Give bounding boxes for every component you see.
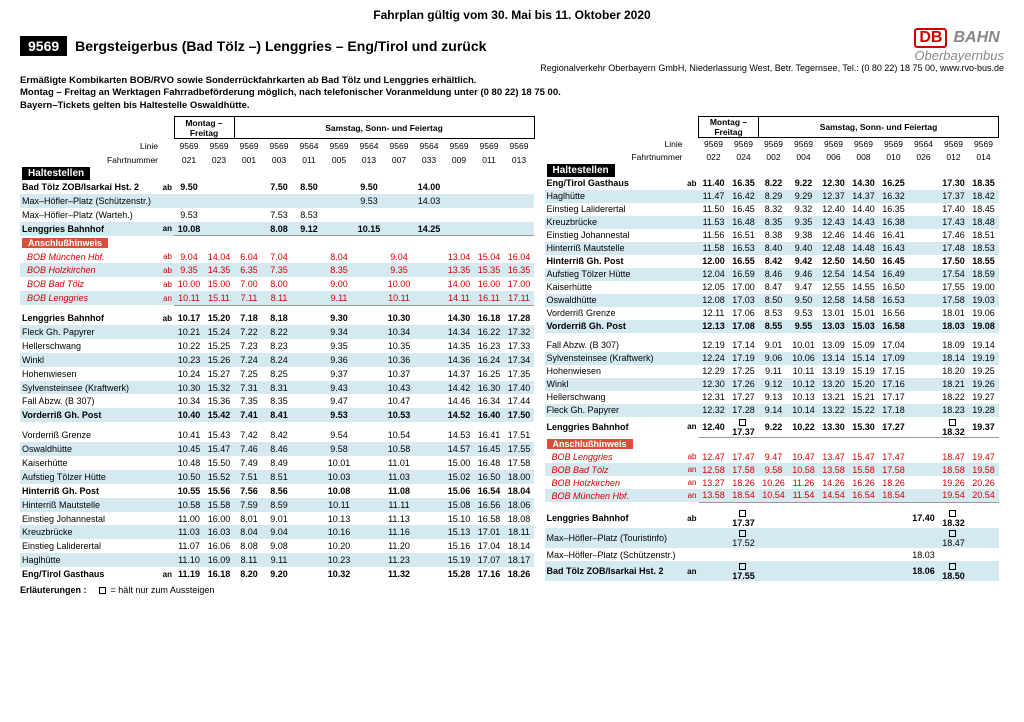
oberbayernbus-text: Oberbayernbus xyxy=(914,48,1004,63)
db-icon: DB xyxy=(914,28,947,48)
timetable-container: Montag – FreitagSamstag, Sonn- und Feier… xyxy=(20,116,1004,581)
validity-text: Fahrplan gültig vom 30. Mai bis 11. Okto… xyxy=(20,8,1004,22)
header: 9569 Bergsteigerbus (Bad Tölz –) Lenggri… xyxy=(20,28,1004,63)
timetable-return: Montag – FreitagSamstag, Sonn- und Feier… xyxy=(545,116,1000,581)
contact-info: Regionalverkehr Oberbayern GmbH, Niederl… xyxy=(20,63,1004,73)
square-icon xyxy=(99,587,106,594)
route-title: Bergsteigerbus (Bad Tölz –) Lenggries – … xyxy=(75,38,486,54)
legend: Erläuterungen : = hält nur zum Aussteige… xyxy=(20,585,1004,595)
db-logo: DB BAHN xyxy=(914,28,1004,48)
route-number: 9569 xyxy=(20,36,67,56)
timetable-outbound: Montag – FreitagSamstag, Sonn- und Feier… xyxy=(20,116,535,581)
notes: Ermäßigte Kombikarten BOB/RVO sowie Sond… xyxy=(20,75,1004,112)
